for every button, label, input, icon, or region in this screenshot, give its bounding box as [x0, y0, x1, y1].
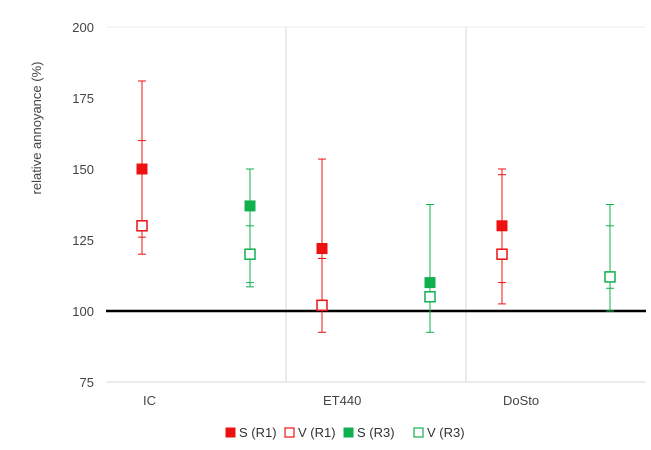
data-point — [136, 220, 148, 232]
data-point — [424, 291, 436, 303]
data-point — [424, 277, 436, 289]
legend-label: S (R1) — [239, 425, 277, 440]
y-tick-label: 125 — [72, 233, 94, 248]
data-point — [316, 299, 328, 312]
error-bars — [138, 80, 614, 333]
legend-label: V (R1) — [298, 425, 336, 440]
data-point — [496, 248, 508, 260]
legend-marker — [413, 427, 424, 438]
data-point — [244, 248, 256, 260]
data-point — [244, 200, 256, 212]
y-axis-title: relative annoyance (%) — [29, 62, 44, 195]
grid — [106, 26, 646, 383]
y-tick-label: 75 — [80, 375, 94, 390]
legend-label: V (R3) — [427, 425, 465, 440]
legend-marker — [343, 427, 354, 438]
legend-label: S (R3) — [357, 425, 395, 440]
x-tick-label: ET440 — [323, 393, 361, 408]
x-tick-label: DoSto — [503, 393, 539, 408]
data-point — [136, 163, 148, 175]
y-tick-label: 150 — [72, 162, 94, 177]
legend: S (R1) V (R1) S (R3) V (R3) — [225, 425, 465, 440]
legend-marker — [225, 427, 236, 438]
data-markers — [136, 163, 616, 312]
y-tick-label: 175 — [72, 91, 94, 106]
y-tick-label: 200 — [72, 20, 94, 35]
data-point — [316, 243, 328, 255]
data-point — [496, 220, 508, 232]
data-point — [604, 271, 616, 283]
legend-marker — [284, 427, 295, 438]
y-tick-label: 100 — [72, 304, 94, 319]
y-axis-ticks: 75 100 125 150 175 200 — [72, 20, 94, 390]
x-axis-ticks: IC ET440 DoSto — [143, 393, 539, 408]
x-tick-label: IC — [143, 393, 156, 408]
